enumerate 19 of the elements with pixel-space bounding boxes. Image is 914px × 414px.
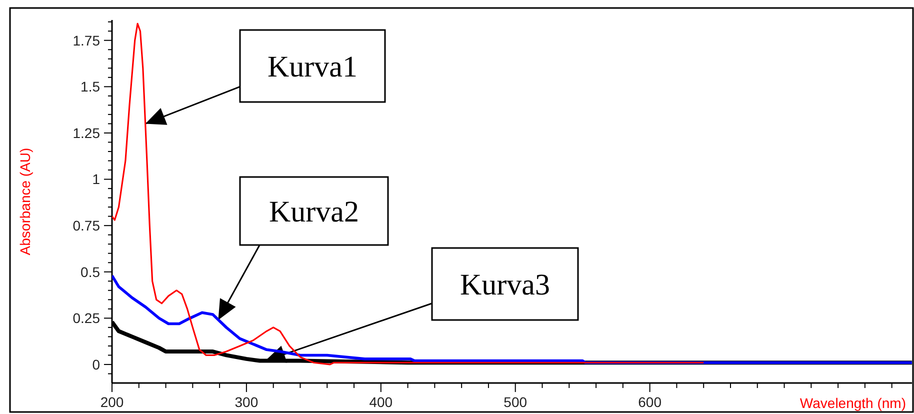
y-tick-label: 1.25: [72, 124, 100, 141]
y-axis-title: Absorbance (AU): [17, 148, 33, 256]
annotation: Kurva1: [268, 50, 358, 84]
x-tick-label: 500: [504, 394, 528, 410]
line-series: [112, 22, 704, 366]
x-tick-label: 200: [100, 394, 124, 410]
x-axis-title: Wavelength (nm): [800, 395, 906, 411]
y-tick-label: 0.25: [72, 310, 100, 326]
x-tick-label: 400: [369, 394, 393, 410]
x-tick-label: 600: [638, 394, 662, 410]
y-tick-label: 0: [92, 356, 100, 372]
annotation: Kurva2: [269, 196, 359, 228]
annotation: Kurva3: [460, 268, 550, 302]
y-tick-label: 1.75: [72, 32, 100, 48]
y-tick-label: 1: [92, 171, 100, 188]
x-tick-label: 300: [234, 394, 258, 410]
y-tick-label: 0.75: [72, 217, 100, 234]
y-tick-label: 0.5: [80, 264, 100, 280]
y-tick-label: 1.5: [80, 78, 100, 95]
